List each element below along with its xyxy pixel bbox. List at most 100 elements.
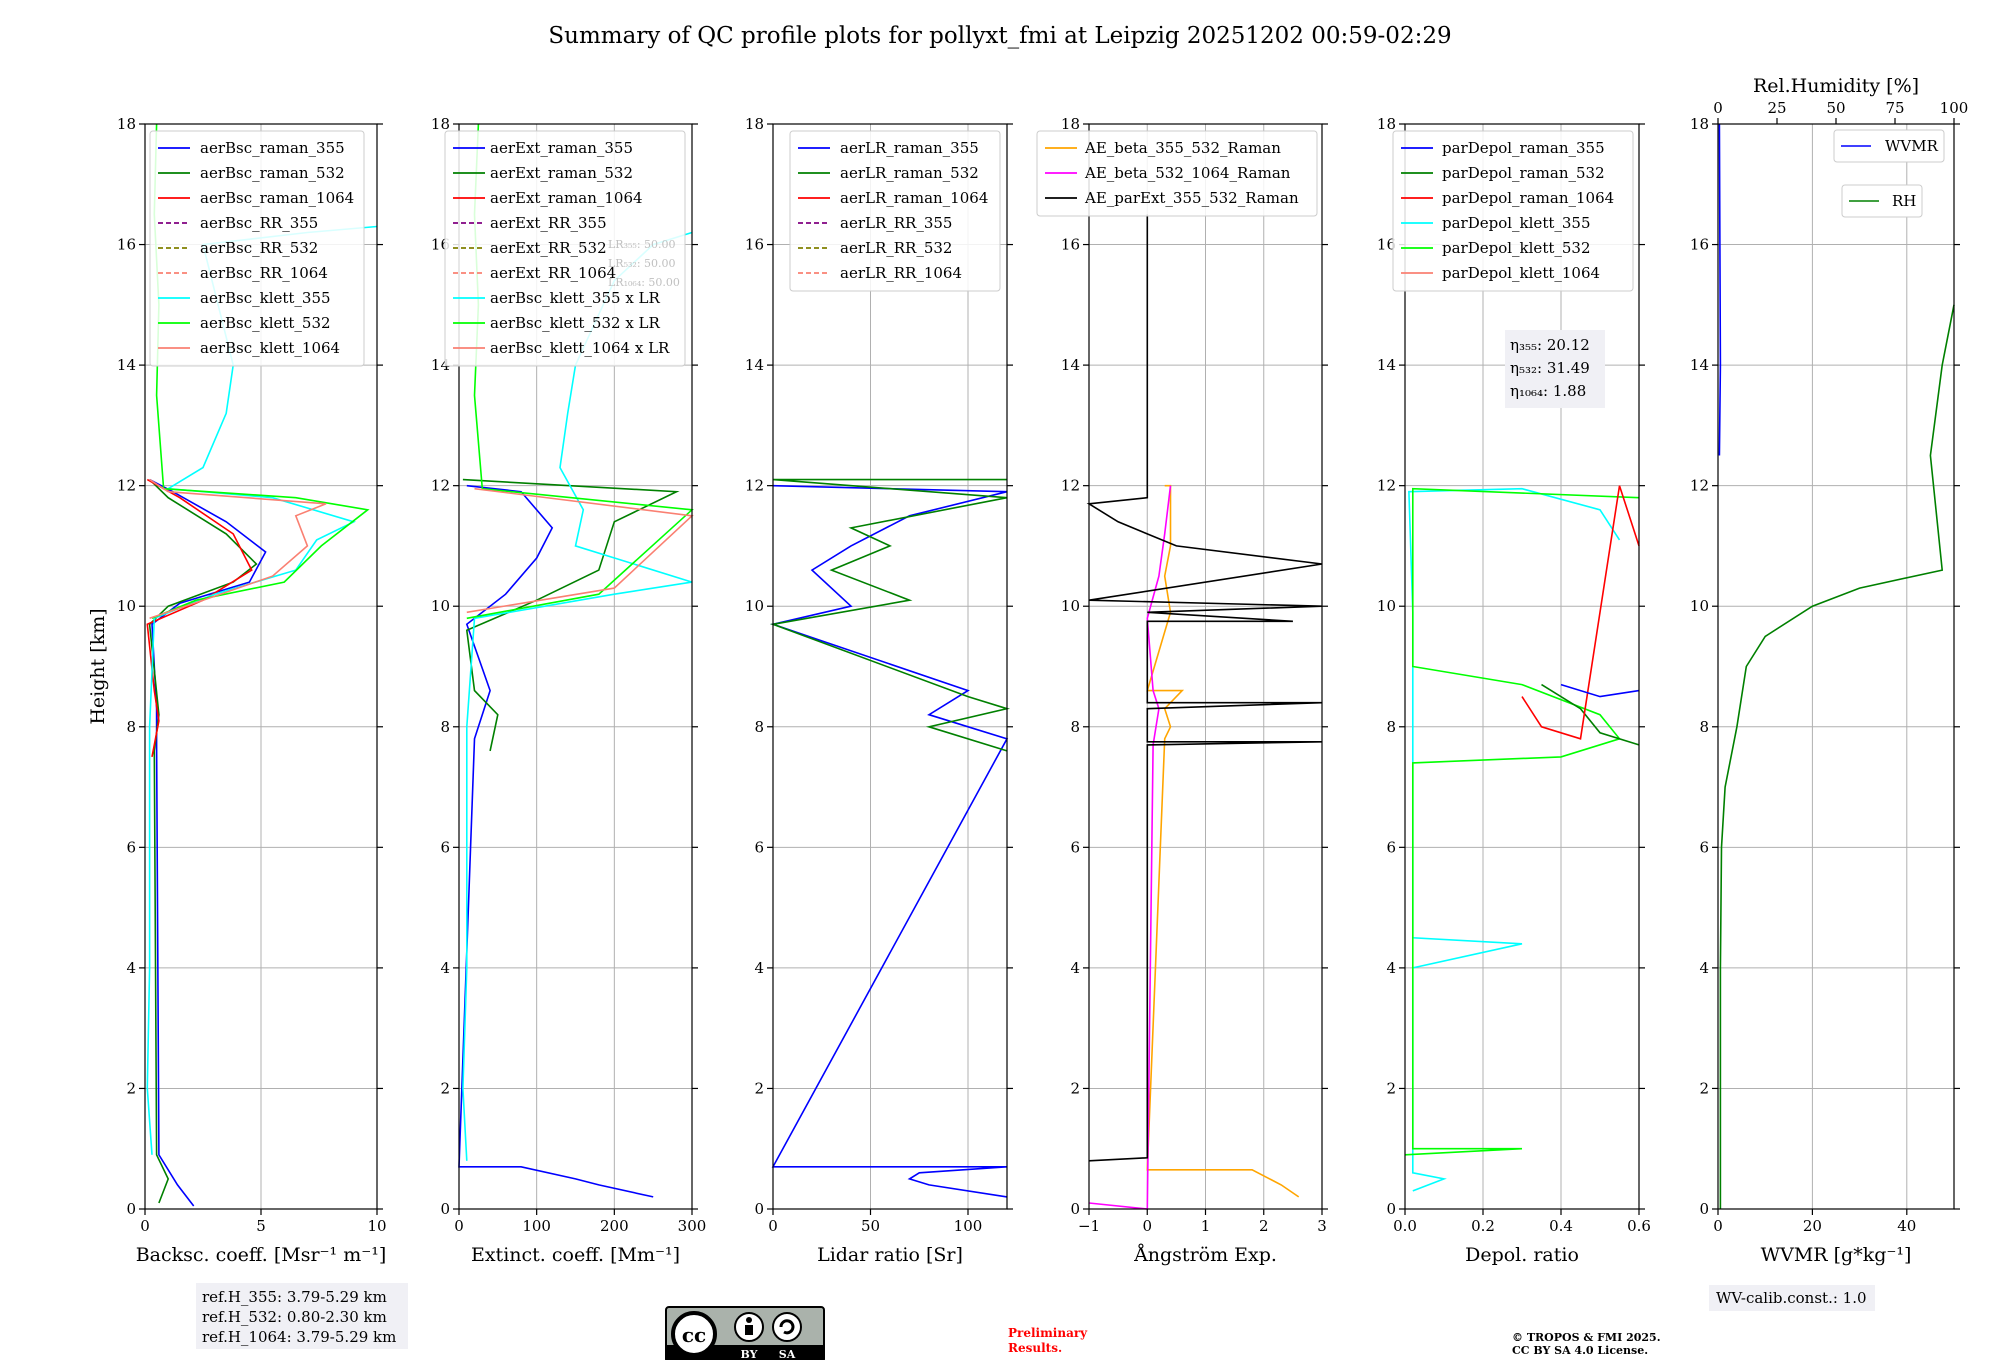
ytick-label: 4 <box>1386 959 1396 977</box>
ytick-label: 0 <box>126 1200 136 1218</box>
x-axis-label: Backsc. coeff. [Msr⁻¹ m⁻¹] <box>136 1244 387 1266</box>
legend-label: aerLR_raman_532 <box>840 164 979 182</box>
cc-icon <box>671 1311 717 1357</box>
refh-1064: ref.H_1064: 3.79-5.29 km <box>202 1328 396 1346</box>
ytick-label: 14 <box>1377 356 1396 374</box>
legend-label: aerLR_RR_1064 <box>840 264 962 282</box>
legend-label: aerBsc_klett_355 <box>200 289 331 307</box>
legend-label: aerExt_RR_532 <box>490 239 607 257</box>
ytick-label: 0 <box>754 1200 764 1218</box>
legend-label: aerExt_RR_355 <box>490 214 607 232</box>
legend-label: parDepol_klett_355 <box>1442 214 1591 232</box>
series-parDepol_raman_1064 <box>1521 485 1640 740</box>
xtick-label: 1 <box>1201 1217 1211 1235</box>
legend-label: parDepol_raman_1064 <box>1442 189 1614 207</box>
ytick-label: 14 <box>117 356 136 374</box>
ytick-label: 6 <box>440 838 450 856</box>
ytick-label: 8 <box>1386 718 1396 736</box>
xtick-label: 100 <box>522 1217 551 1235</box>
ytick-label: 2 <box>1070 1079 1080 1097</box>
legend-label: parDepol_raman_532 <box>1442 164 1605 182</box>
wv-calib-box <box>1709 1285 1875 1311</box>
legend-label: aerBsc_klett_532 <box>200 314 331 332</box>
xtick-label: 0.2 <box>1471 1217 1495 1235</box>
x2-axis-label: Rel.Humidity [%] <box>1753 75 1919 97</box>
xtick-label: 0.6 <box>1627 1217 1651 1235</box>
series-aerBsc_raman_355 <box>149 478 267 1207</box>
series-aerBsc_klett_1064 <box>149 478 327 620</box>
ytick-label: 4 <box>1070 959 1080 977</box>
xtick-label: 0.0 <box>1393 1217 1417 1235</box>
legend-label: parDepol_klett_1064 <box>1442 264 1600 282</box>
series-parDepol_raman_355 <box>1560 683 1640 698</box>
legend-label: aerBsc_RR_355 <box>200 214 318 232</box>
ytick-label: 14 <box>1061 356 1080 374</box>
ytick-label: 16 <box>1377 236 1396 254</box>
legend-box <box>1392 130 1634 292</box>
refh-355: ref.H_355: 3.79-5.29 km <box>202 1288 387 1306</box>
ytick-label: 8 <box>1070 718 1080 736</box>
cc-by-sa-badge: cc BY SA <box>665 1306 825 1360</box>
xtick-label: 0 <box>454 1217 464 1235</box>
legend-box <box>789 130 1001 292</box>
ytick-label: 2 <box>754 1079 764 1097</box>
by-person-body <box>745 1325 753 1335</box>
legend-label: aerExt_RR_1064 <box>490 264 616 282</box>
ytick-label: 12 <box>1690 477 1709 495</box>
ytick-label: 16 <box>1690 236 1709 254</box>
legend-box <box>444 130 686 367</box>
x-axis-label: WVMR [g*kg⁻¹] <box>1761 1244 1912 1266</box>
reference-height-box: ref.H_355: 3.79-5.29 km ref.H_532: 0.80-… <box>196 1283 408 1349</box>
xtick-label: 3 <box>1317 1217 1327 1235</box>
ytick-label: 18 <box>431 115 450 133</box>
series-aerLR_raman_355 <box>770 484 1009 1198</box>
ytick-label: 2 <box>1386 1079 1396 1097</box>
legend-label: aerBsc_raman_532 <box>200 164 345 182</box>
x2tick-label: 0 <box>1713 99 1723 117</box>
panel-backscatter: 0 2 4 6 8 10 12 14 16 18 0 5 10 Backsc. coeff. [Msr⁻¹… <box>87 115 387 1266</box>
xtick-label: 0.4 <box>1549 1217 1573 1235</box>
ytick-label: 10 <box>745 597 764 615</box>
axes-frame <box>772 123 1008 1210</box>
x2tick-label: 75 <box>1885 99 1904 117</box>
series-AE_beta_532_1064_Raman <box>1088 485 1172 1210</box>
ytick-label: 8 <box>126 718 136 736</box>
ytick-label: 10 <box>1377 597 1396 615</box>
lr-label: LR₁₀₆₄: 50.00 <box>608 276 680 289</box>
ytick-label: 12 <box>1061 477 1080 495</box>
xtick-label: 20 <box>1803 1217 1822 1235</box>
series-aerLR_raman_532 <box>769 478 1011 752</box>
sa-share-icon <box>772 1312 802 1342</box>
legend-label: aerBsc_klett_1064 x LR <box>490 339 670 357</box>
ytick-label: 4 <box>440 959 450 977</box>
ytick-label: 16 <box>117 236 136 254</box>
series-parDepol_klett_355 <box>1408 487 1621 1192</box>
xtick-label: 0 <box>1142 1217 1152 1235</box>
cc-badge-by: BY <box>741 1348 758 1360</box>
legend-label: aerExt_raman_532 <box>490 164 633 182</box>
ytick-label: 18 <box>1377 115 1396 133</box>
ytick-label: 10 <box>1061 597 1080 615</box>
legend-box <box>1036 130 1318 217</box>
ytick-label: 6 <box>1386 838 1396 856</box>
legend-rh-label: RH <box>1892 192 1916 210</box>
xtick-label: 2 <box>1259 1217 1269 1235</box>
xtick-label: 50 <box>861 1217 880 1235</box>
eta-label: η₅₃₂: 31.49 <box>1510 359 1590 377</box>
series-WVMR <box>1718 123 1722 456</box>
eta-label: η₁₀₆₄: 1.88 <box>1510 382 1586 400</box>
ytick-label: 6 <box>754 838 764 856</box>
legend-label: aerBsc_RR_1064 <box>200 264 328 282</box>
legend-label: aerBsc_RR_532 <box>200 239 318 257</box>
preliminary-note-line2: Results. <box>1008 1341 1062 1355</box>
xtick-label: 200 <box>600 1217 629 1235</box>
y-axis-label: Height [km] <box>87 608 109 724</box>
ytick-label: 10 <box>1690 597 1709 615</box>
cc-badge-sa: SA <box>779 1348 796 1360</box>
series-aerBsc_klett_355 x LR <box>462 231 693 1161</box>
ytick-label: 4 <box>754 959 764 977</box>
series-parDepol_raman_532 <box>1541 683 1640 746</box>
axes-frame <box>1717 123 1955 1210</box>
